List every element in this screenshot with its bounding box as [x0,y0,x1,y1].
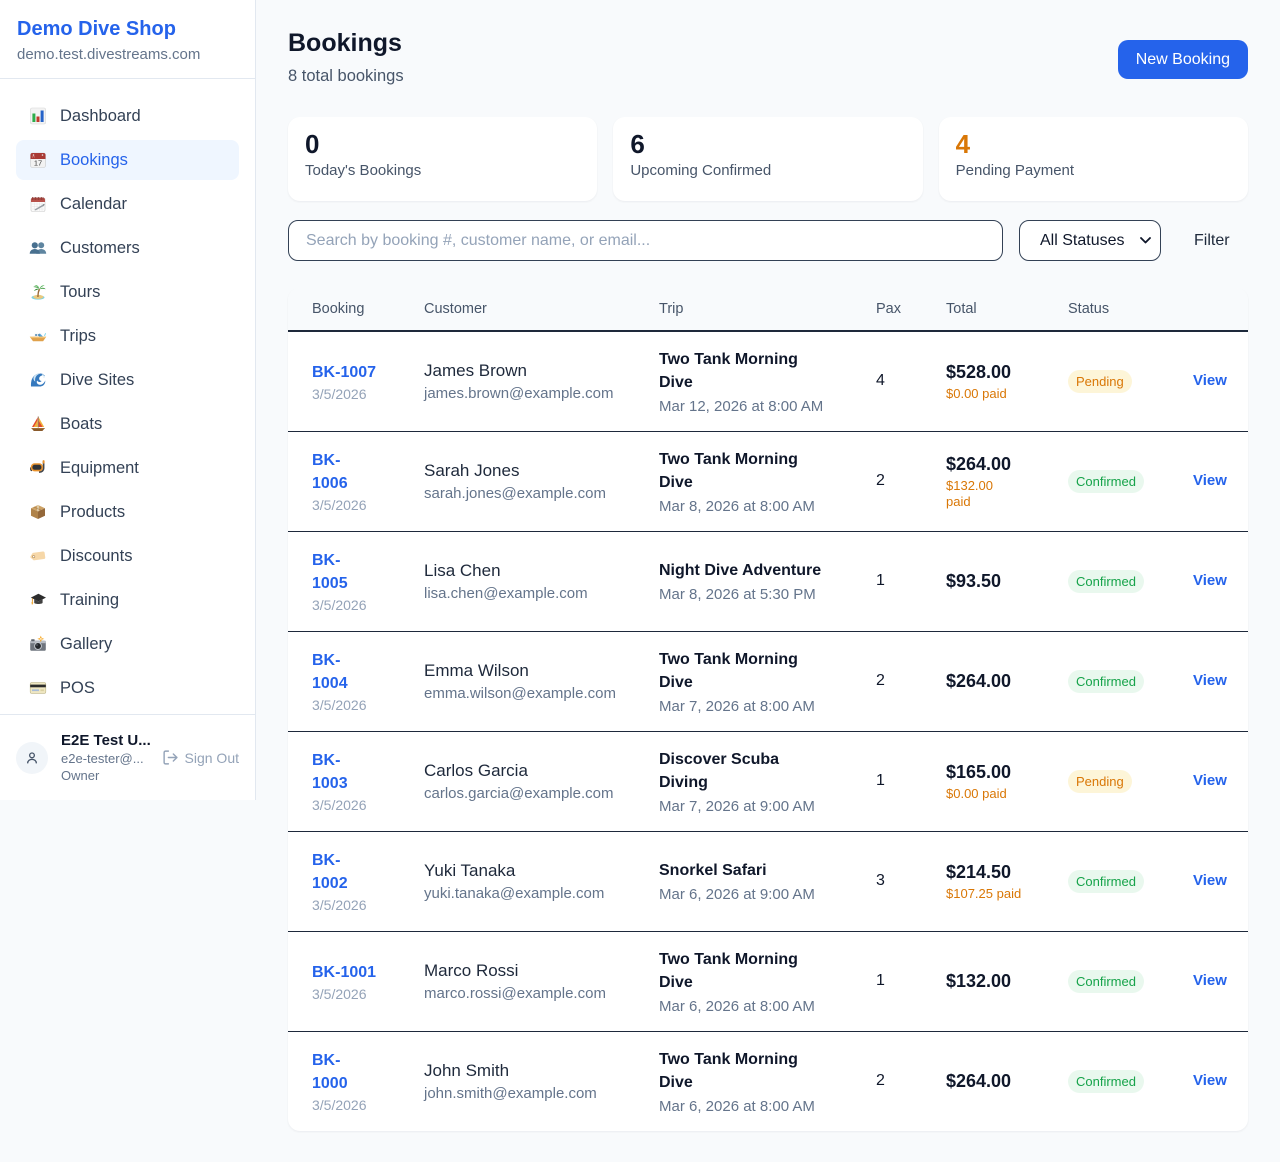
svg-text:17: 17 [34,159,42,168]
